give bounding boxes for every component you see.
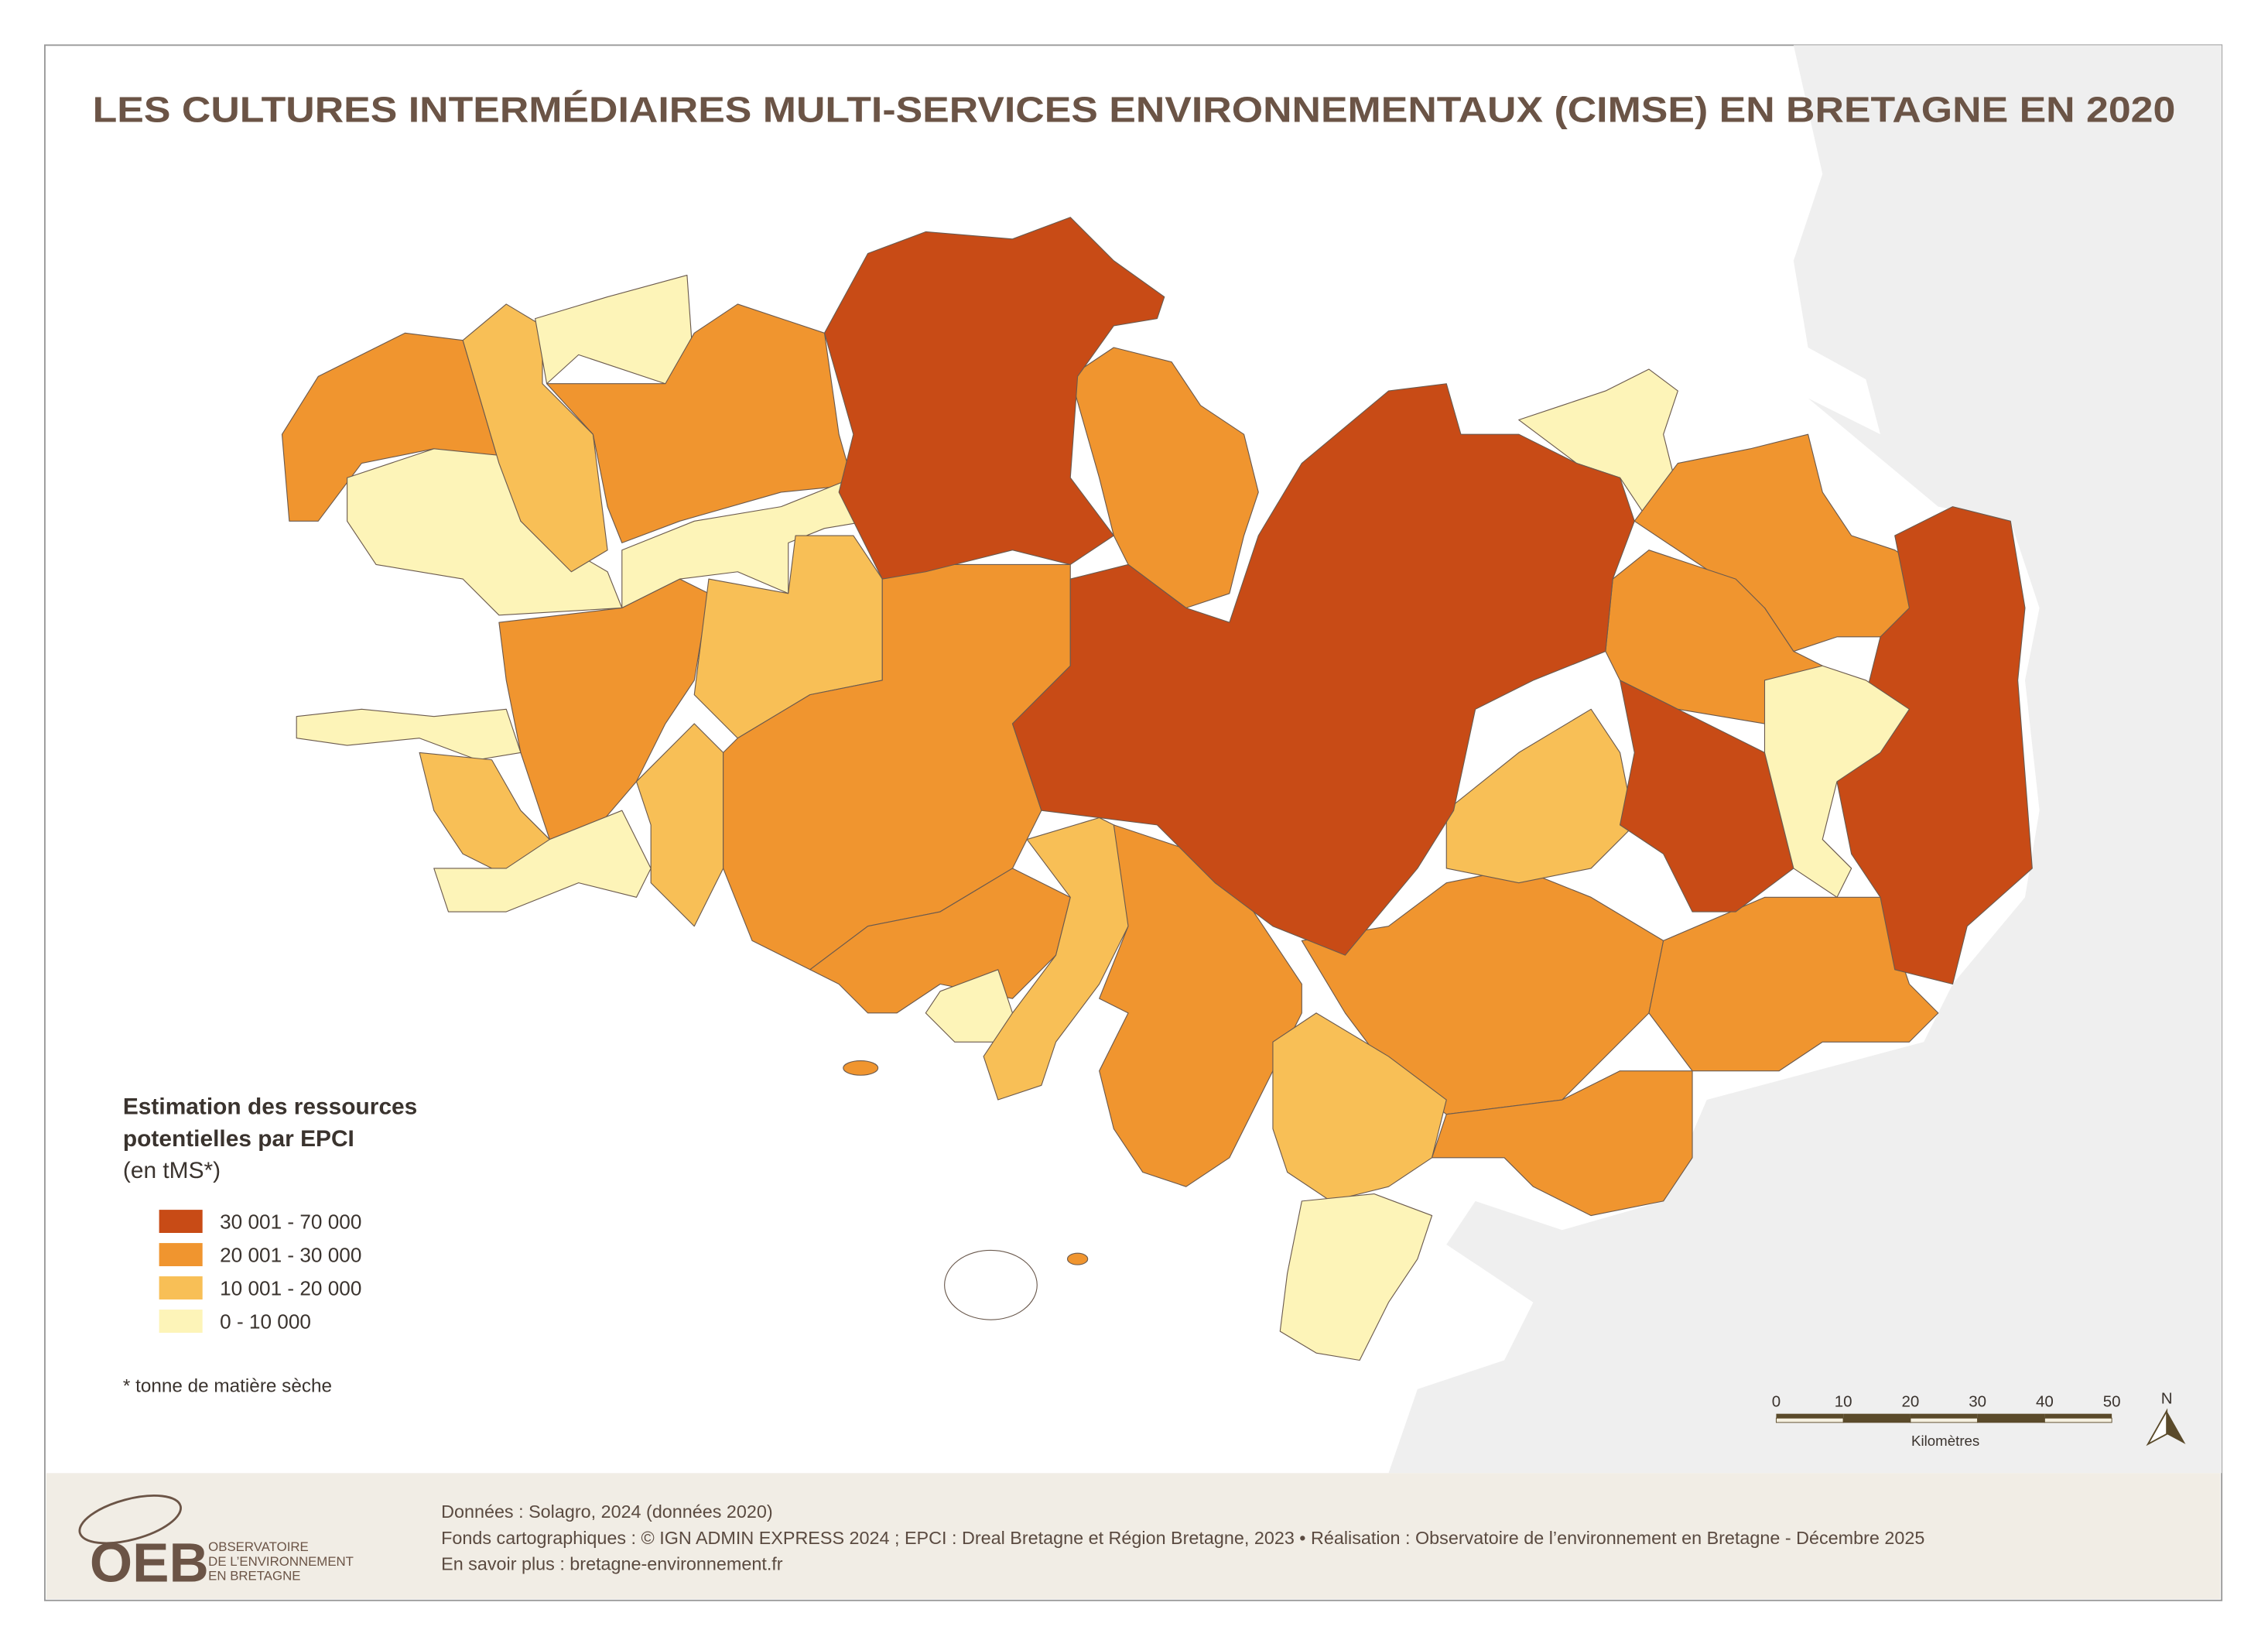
legend-label: 20 001 - 30 000 bbox=[220, 1243, 361, 1266]
scale-segment bbox=[2044, 1417, 2112, 1423]
credits: Fonds cartographiques : © IGN ADMIN EXPR… bbox=[441, 1528, 1924, 1548]
legend-label: 0 - 10 000 bbox=[220, 1310, 311, 1333]
logo: OEB bbox=[90, 1532, 209, 1594]
map-title: LES CULTURES INTERMÉDIAIRES MULTI-SERVIC… bbox=[93, 89, 2176, 129]
legend-swatch bbox=[159, 1243, 203, 1266]
logo-swoosh bbox=[78, 1495, 182, 1545]
scale-tick-label: 50 bbox=[2103, 1392, 2121, 1410]
credits: Données : Solagro, 2024 (données 2020) bbox=[441, 1501, 773, 1522]
epci-area bbox=[1432, 1070, 1693, 1217]
footer-band bbox=[46, 1473, 2221, 1599]
scale-segment bbox=[1977, 1413, 2045, 1419]
scale-tick-label: 30 bbox=[1969, 1392, 1986, 1410]
org-name: EN BRETAGNE bbox=[208, 1569, 300, 1584]
scale-tick-label: 10 bbox=[1835, 1392, 1852, 1410]
scale-unit: Kilomètres bbox=[1911, 1433, 1979, 1449]
epci-area bbox=[809, 868, 1071, 1014]
epci-area bbox=[823, 217, 1165, 580]
north-label: N bbox=[2161, 1390, 2173, 1408]
epci-area bbox=[635, 723, 724, 927]
north-arrow: N bbox=[2146, 1390, 2186, 1447]
sea-land-neighbour bbox=[1388, 45, 2222, 1474]
scale-segment bbox=[2044, 1413, 2112, 1419]
epci-area bbox=[1279, 1193, 1433, 1361]
scale-segment bbox=[1843, 1413, 1911, 1419]
footer: OEB OBSERVATOIRE DE L’ENVIRONNEMENT EN B… bbox=[78, 1495, 1924, 1594]
scale-tick-label: 0 bbox=[1772, 1392, 1781, 1410]
credits: En savoir plus : bretagne-environnement.… bbox=[441, 1554, 783, 1574]
epci-area bbox=[296, 708, 522, 761]
legend-items: 30 001 - 70 000 20 001 - 30 000 10 001 - 2… bbox=[159, 1210, 361, 1333]
epci-area bbox=[462, 303, 608, 573]
legend: Estimation des ressources potentielles p… bbox=[123, 1094, 417, 1397]
scale-tick-label: 40 bbox=[2036, 1392, 2054, 1410]
epci-area bbox=[1620, 680, 1794, 913]
scale-bar: Kilomètres 0 10 20 30 40 50 bbox=[1772, 1392, 2121, 1448]
scale-tick-label: 20 bbox=[1901, 1392, 1919, 1410]
island bbox=[843, 1060, 879, 1076]
epci-area bbox=[1836, 506, 2033, 985]
legend-swatch bbox=[159, 1276, 203, 1299]
epci-area bbox=[1272, 1012, 1447, 1202]
scale-segment bbox=[1775, 1417, 1844, 1423]
scale-segment bbox=[1910, 1417, 1979, 1423]
legend-unit: (en tMS*) bbox=[123, 1158, 221, 1183]
scale-segment bbox=[1842, 1417, 1911, 1423]
island-outline bbox=[944, 1249, 1038, 1320]
legend-swatch bbox=[159, 1210, 203, 1234]
footnote: * tonne de matière sèche bbox=[123, 1376, 332, 1397]
org-name: DE L’ENVIRONNEMENT bbox=[208, 1554, 354, 1569]
legend-title: Estimation des ressources bbox=[123, 1094, 417, 1120]
epci-area bbox=[498, 578, 710, 841]
epci-area bbox=[1648, 896, 1939, 1072]
legend-title: potentielles par EPCI bbox=[123, 1126, 354, 1152]
epci-area bbox=[1763, 665, 1910, 898]
scale-segment bbox=[1776, 1413, 1844, 1419]
epci-map bbox=[281, 217, 2033, 1361]
scale-segment bbox=[1977, 1417, 2045, 1423]
legend-label: 30 001 - 70 000 bbox=[220, 1210, 361, 1233]
epci-area bbox=[1099, 824, 1302, 1187]
org-name: OBSERVATOIRE bbox=[208, 1539, 309, 1554]
epci-area bbox=[433, 810, 652, 913]
legend-label: 10 001 - 20 000 bbox=[220, 1276, 361, 1299]
scale-segment bbox=[1910, 1413, 1978, 1419]
legend-swatch bbox=[159, 1310, 203, 1333]
epci-area bbox=[1011, 383, 1635, 956]
island bbox=[1066, 1252, 1089, 1265]
